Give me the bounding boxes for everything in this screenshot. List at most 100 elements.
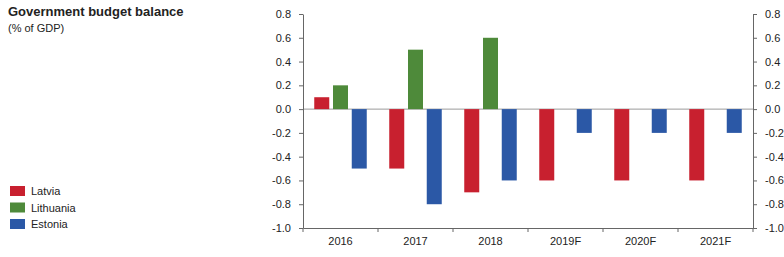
y2-tick-line	[753, 228, 757, 229]
bar-series	[352, 109, 742, 204]
x-tick: 2017	[403, 228, 427, 247]
y2-tick-label: 0.4	[765, 56, 780, 68]
x-tick-label: 2020F	[625, 235, 656, 247]
category-separator	[603, 228, 604, 232]
y2-tick: -0.2	[753, 127, 784, 139]
legend-label: Latvia	[31, 185, 61, 197]
bar	[577, 109, 592, 133]
y-tick: -1.0	[272, 222, 303, 234]
bar	[539, 109, 554, 180]
category-separator	[678, 228, 679, 232]
y2-tick: -0.8	[753, 198, 784, 210]
category-separator	[453, 228, 454, 232]
y-tick-line	[299, 62, 303, 63]
y2-tick: 0.4	[753, 56, 780, 68]
y-tick-line	[299, 180, 303, 181]
y2-tick-axis-line	[753, 15, 754, 229]
y-axis: -1.0 -0.8 -0.6 -0.4 -0.2 0.0 0.2 0.4 0.6 0.8	[272, 8, 303, 234]
y2-tick-line	[753, 109, 757, 110]
y-tick-label: -0.6	[272, 174, 291, 186]
y-tick-label: -1.0	[272, 222, 291, 234]
legend-item: Estonia	[10, 218, 69, 230]
y2-tick-label: 0.6	[765, 32, 780, 44]
legend-label: Lithuania	[31, 202, 77, 214]
legend-item: Latvia	[10, 185, 61, 197]
y-tick-label: -0.4	[272, 151, 291, 163]
bar	[314, 97, 329, 109]
y-tick: -0.8	[272, 198, 303, 210]
y-tick-label: 0.6	[276, 32, 291, 44]
category-separator	[753, 228, 754, 232]
y2-tick-line	[753, 180, 757, 181]
y2-tick-label: 0.2	[765, 79, 780, 91]
category-separator	[528, 228, 529, 232]
y-tick-line	[299, 14, 303, 15]
bar	[689, 109, 704, 180]
zero-line	[303, 109, 753, 110]
y2-tick-label: -0.6	[765, 174, 784, 186]
legend-swatch	[10, 219, 25, 229]
y2-tick-line	[753, 204, 757, 205]
y2-tick-label: 0.8	[765, 8, 780, 20]
y-tick-line	[299, 157, 303, 158]
x-tick-label: 2019F	[550, 235, 581, 247]
legend: Latvia Lithuania Estonia	[10, 185, 77, 230]
bar	[727, 109, 742, 133]
y-tick-line	[299, 133, 303, 134]
y-tick-label: 0.4	[276, 56, 291, 68]
y-tick-axis-line	[303, 15, 304, 229]
x-tick: 2018	[478, 228, 502, 247]
x-tick: 2020F	[625, 228, 656, 247]
bar-series	[314, 97, 704, 192]
y2-tick-label: -0.8	[765, 198, 784, 210]
bar	[352, 109, 367, 168]
y2-tick-label: -0.4	[765, 151, 784, 163]
y-tick: -0.4	[272, 151, 303, 163]
y-tick-label: 0.2	[276, 79, 291, 91]
y2-tick: -0.4	[753, 151, 784, 163]
y2-tick-line	[753, 62, 757, 63]
chart: Government budget balance(% of GDP)-1.0-…	[0, 0, 784, 257]
x-tick-label: 2017	[403, 235, 427, 247]
x-tick: 2019F	[550, 228, 581, 247]
bar	[333, 85, 348, 109]
subtitle: (% of GDP)	[8, 22, 64, 34]
x-tick-label: 2018	[478, 235, 502, 247]
y2-tick: -0.6	[753, 174, 784, 186]
y2-tick: 0.8	[753, 8, 780, 20]
category-separator	[378, 228, 379, 232]
y2-tick-line	[753, 157, 757, 158]
bar-series	[333, 38, 498, 109]
y-tick: 0.0	[276, 103, 303, 115]
legend-label: Estonia	[31, 218, 69, 230]
y-tick-line	[299, 109, 303, 110]
bar	[389, 109, 404, 168]
y2-tick-label: -1.0	[765, 222, 784, 234]
y-tick-line	[299, 228, 303, 229]
y-tick-label: 0.8	[276, 8, 291, 20]
legend-item: Lithuania	[10, 202, 77, 214]
y-tick: 0.6	[276, 32, 303, 44]
legend-swatch	[10, 203, 25, 213]
bar	[464, 109, 479, 192]
category-separator	[303, 228, 304, 232]
y2-tick: 0.6	[753, 32, 780, 44]
y-tick: 0.8	[276, 8, 303, 20]
y-tick: -0.6	[272, 174, 303, 186]
x-tick-label: 2016	[328, 235, 352, 247]
y-tick-line	[299, 204, 303, 205]
bar	[652, 109, 667, 133]
y-tick: -0.2	[272, 127, 303, 139]
y-tick-line	[299, 38, 303, 39]
y2-tick-line	[753, 38, 757, 39]
y-tick-label: -0.8	[272, 198, 291, 210]
y2-tick-line	[753, 133, 757, 134]
y-tick: 0.2	[276, 79, 303, 91]
y2-tick: -1.0	[753, 222, 784, 234]
y2-tick: 0.0	[753, 103, 780, 115]
bar	[427, 109, 442, 204]
x-axis: 2016 2017 2018 2019F 2020F 2021F	[303, 228, 754, 247]
x-tick: 2021F	[700, 228, 731, 247]
bars	[314, 38, 742, 204]
bar	[483, 38, 498, 109]
